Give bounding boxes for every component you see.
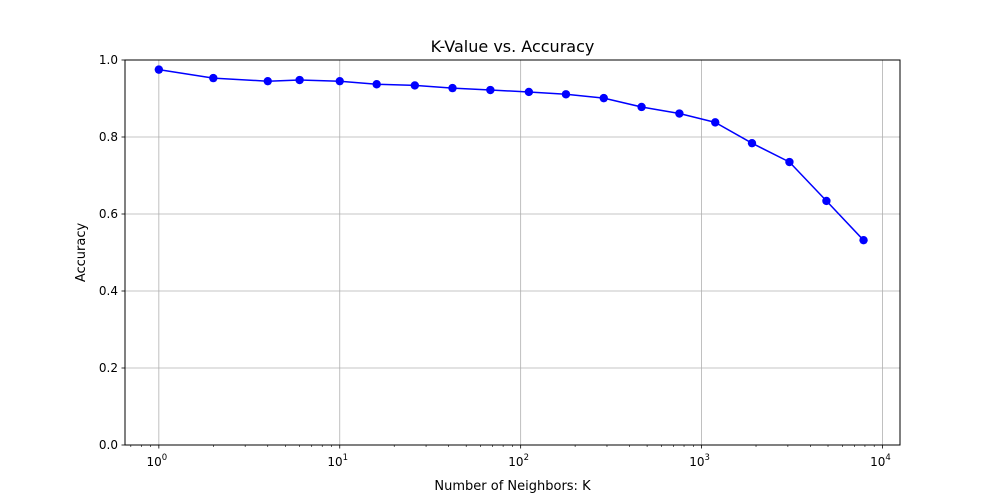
data-point: [295, 75, 304, 85]
x-tick-label-base: 10: [689, 455, 704, 469]
data-point: [561, 90, 571, 99]
data-point: [209, 73, 218, 83]
chart-title: K-Value vs. Accuracy: [431, 37, 595, 56]
series-layer: [154, 65, 868, 245]
x-tick-label-exponent: 1: [343, 453, 348, 463]
x-tick-label: 100: [146, 453, 167, 469]
data-point: [154, 65, 164, 74]
data-point: [675, 109, 684, 118]
x-tick-label-exponent: 0: [162, 453, 167, 463]
x-tick-label-base: 10: [327, 455, 342, 469]
data-point: [448, 83, 457, 93]
plot-frame: [124, 59, 901, 446]
x-tick-label: 104: [870, 453, 891, 469]
x-tick-label-base: 10: [508, 455, 523, 469]
data-point: [637, 102, 646, 112]
data-point: [335, 76, 344, 86]
y-tick-label: 0.4: [99, 284, 118, 298]
x-tick-label-exponent: 4: [885, 453, 890, 463]
x-tick-label: 102: [508, 453, 529, 469]
y-axis-label: Accuracy: [74, 223, 89, 283]
data-point: [859, 235, 868, 245]
x-axis-label: Number of Neighbors: K: [434, 479, 591, 494]
data-point: [372, 80, 381, 89]
y-tick-label: 0.0: [99, 438, 118, 452]
x-tick-label-exponent: 3: [704, 453, 709, 463]
data-point: [711, 118, 720, 127]
y-tick-label: 0.8: [99, 130, 118, 144]
data-point: [822, 196, 831, 206]
data-point: [486, 85, 495, 95]
data-point: [747, 138, 757, 148]
x-tick-label: 103: [689, 453, 710, 469]
y-tick-label: 1.0: [99, 53, 118, 67]
x-tick-label-base: 10: [146, 455, 161, 469]
x-tick-label: 101: [327, 453, 348, 469]
y-tick-label: 0.6: [99, 207, 118, 221]
data-point: [599, 93, 608, 103]
y-tick-label: 0.2: [99, 361, 118, 375]
data-point: [263, 76, 272, 86]
data-point: [410, 81, 420, 90]
data-point: [785, 157, 794, 167]
plot-area: [125, 60, 900, 445]
data-point: [524, 87, 534, 97]
x-tick-label-base: 10: [870, 455, 885, 469]
x-tick-label-exponent: 2: [524, 453, 529, 463]
